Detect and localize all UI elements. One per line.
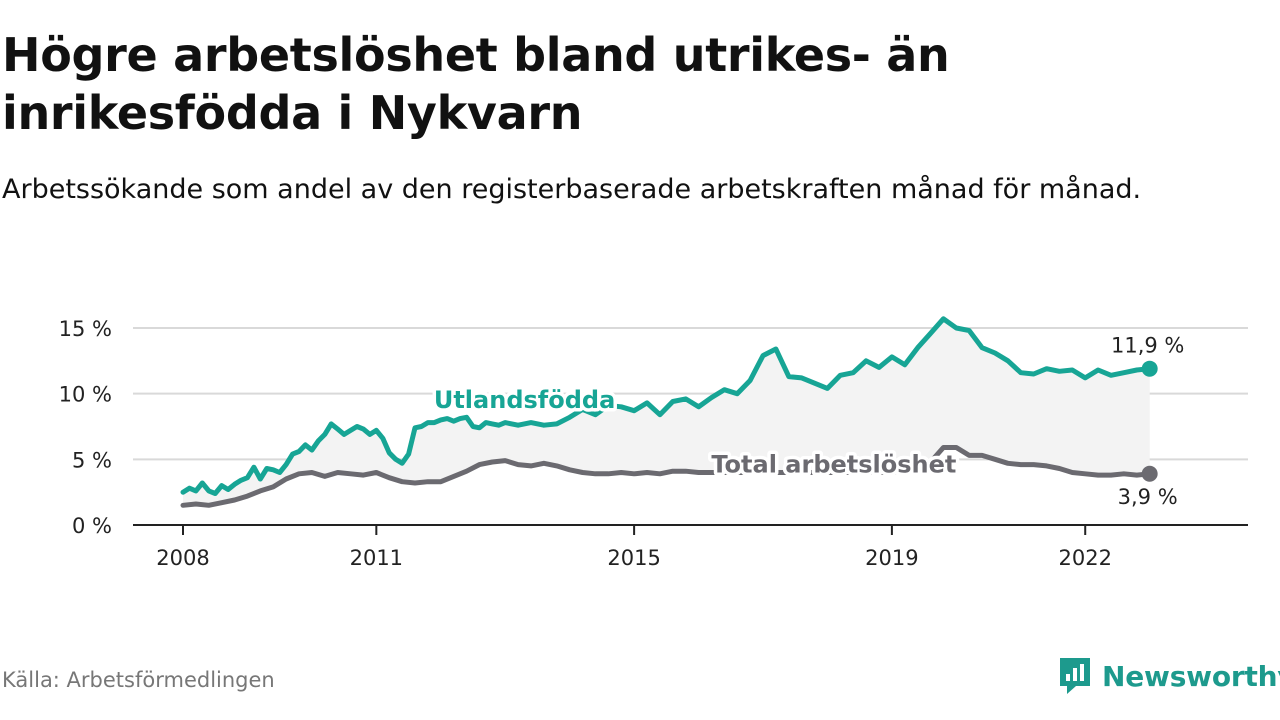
y-tick-label: 10 % <box>59 383 112 407</box>
end-point-total <box>1141 465 1158 482</box>
chart-title: Högre arbetslöshet bland utrikes- än inr… <box>2 28 950 140</box>
brand-logo: Newsworthy <box>1058 654 1280 698</box>
newsworthy-logo-icon <box>1060 658 1090 694</box>
x-tick-label: 2011 <box>350 546 403 570</box>
end-value-label-utlandsfodda: 11,9 % <box>1111 334 1184 358</box>
end-point-utlandsfodda <box>1141 360 1158 377</box>
x-axis: 2008 2011 2015 2019 2022 <box>133 524 1248 570</box>
y-tick-label: 15 % <box>59 317 112 341</box>
source-note: Källa: Arbetsförmedlingen <box>2 668 275 692</box>
y-tick-label: 0 % <box>72 514 112 538</box>
series-label-total: Total arbetslöshet <box>711 450 956 478</box>
y-tick-label: 5 % <box>72 448 112 472</box>
series-line-total <box>180 445 1153 508</box>
end-value-label-total: 3,9 % <box>1118 485 1178 509</box>
series-label-utlandsfodda: Utlandsfödda <box>434 386 615 414</box>
series-labels: 11,9 % 3,9 % Utlandsfödda Total arbetslöshe… <box>430 334 1184 509</box>
series-line-utlandsfodda <box>180 316 1153 496</box>
chart-subtitle: Arbetssökande som andel av den registerb… <box>2 174 1142 205</box>
x-tick-label: 2019 <box>865 546 918 570</box>
gap-band <box>183 318 1150 506</box>
brand-name: Newsworthy <box>1102 659 1280 693</box>
line-chart: 0 % 5 % 10 % 15 % 2008 2011 2015 2019 2022 11,9… <box>59 316 1248 570</box>
x-tick-label: 2008 <box>156 546 209 570</box>
x-tick-label: 2022 <box>1058 546 1111 570</box>
x-tick-label: 2015 <box>607 546 660 570</box>
